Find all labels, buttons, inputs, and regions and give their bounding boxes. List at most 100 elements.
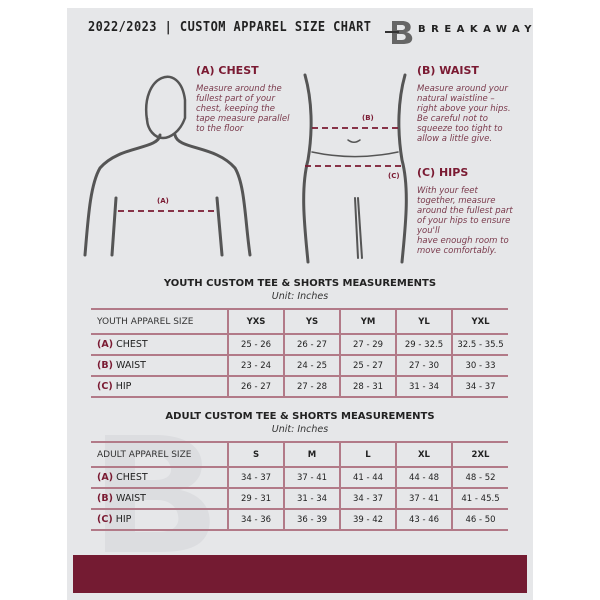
measurement-value: 29 - 31 (227, 487, 284, 510)
table-header-row: YOUTH APPAREL SIZE YXS YS YM YL YXL (91, 308, 508, 335)
measurement-code: (B) (97, 360, 113, 371)
size-label: YXS (227, 308, 284, 335)
measurement-label: (A) CHEST (91, 333, 228, 356)
line: With your feet (417, 186, 478, 196)
measurement-value: 32.5 - 35.5 (451, 333, 508, 356)
hips-heading: (C) HIPS (417, 166, 469, 179)
chest-description: Measure around the fullest part of your ch… (196, 84, 289, 134)
measurement-name: WAIST (115, 493, 146, 504)
measurement-name: HIP (115, 514, 132, 525)
measurement-value: 41 - 44 (339, 466, 396, 489)
line: to the floor (196, 124, 244, 134)
measurement-code: (B) (97, 493, 113, 504)
waist-guide: (B) WAIST Measure around your natural wai… (417, 64, 511, 144)
table-header-row: ADULT APPAREL SIZE S M L XL 2XL (91, 441, 508, 468)
youth-size-table: YOUTH APPAREL SIZE YXS YS YM YL YXL (A) CHEST 2… (91, 308, 508, 398)
measurement-value: 37 - 41 (283, 466, 340, 489)
measurement-value: 41 - 45.5 (451, 487, 508, 510)
line: of your hips to ensure (417, 216, 511, 226)
measurement-value: 27 - 30 (395, 354, 452, 377)
measurement-value: 26 - 27 (227, 375, 284, 398)
table-row: (A) CHEST 34 - 37 37 - 41 41 - 44 44 - 48 48 … (91, 466, 508, 489)
measurement-value: 27 - 28 (283, 375, 340, 398)
measurement-value: 46 - 50 (451, 508, 508, 531)
measurement-value: 25 - 26 (227, 333, 284, 356)
size-label: M (283, 441, 340, 468)
line: move comfortably. (417, 246, 497, 256)
measurement-label: (B) WAIST (91, 354, 228, 377)
youth-table-title: YOUTH CUSTOM TEE & SHORTS MEASUREMENTS (163, 278, 437, 289)
measurement-value: 43 - 46 (395, 508, 452, 531)
measurement-value: 36 - 39 (283, 508, 340, 531)
measurement-value: 25 - 27 (339, 354, 396, 377)
measurement-code: (A) (97, 472, 114, 483)
size-label: YL (395, 308, 452, 335)
table-row: (B) WAIST 29 - 31 31 - 34 34 - 37 37 - 41 41 … (91, 487, 508, 510)
measurement-value: 34 - 37 (227, 466, 284, 489)
measurement-value: 23 - 24 (227, 354, 284, 377)
waist-heading: (B) WAIST (417, 64, 479, 77)
line: Measure around your (417, 84, 508, 94)
chest-marker: (A) (157, 197, 169, 205)
size-header: ADULT APPAREL SIZE (91, 441, 228, 468)
measurement-value: 31 - 34 (283, 487, 340, 510)
line: Measure around the (196, 84, 282, 94)
size-label: YS (283, 308, 340, 335)
table-row: (B) WAIST 23 - 24 24 - 25 25 - 27 27 - 30 30 … (91, 354, 508, 377)
measurement-value: 29 - 32.5 (395, 333, 452, 356)
measurement-label: (C) HIP (91, 375, 228, 398)
line: allow a little give. (417, 134, 493, 144)
size-label: 2XL (451, 441, 508, 468)
chest-guide: (A) CHEST Measure around the fullest part… (196, 64, 289, 134)
measurement-value: 30 - 33 (451, 354, 508, 377)
measurement-value: 28 - 31 (339, 375, 396, 398)
line: squeeze too tight to (417, 124, 503, 134)
line: chest, keeping the (196, 104, 276, 114)
line: you'll (417, 226, 440, 236)
measurement-value: 39 - 42 (339, 508, 396, 531)
table-row: (A) CHEST 25 - 26 26 - 27 27 - 29 29 - 32.5 3… (91, 333, 508, 356)
page-title: 2022/2023 | CUSTOM APPAREL SIZE CHART (88, 20, 372, 35)
chest-heading: (A) CHEST (196, 64, 259, 77)
size-label: L (339, 441, 396, 468)
measurement-code: (A) (97, 339, 114, 350)
waist-description: Measure around your natural waistline – ri… (417, 84, 511, 144)
size-label: YM (339, 308, 396, 335)
line: around the fullest part (417, 206, 513, 216)
line: Be careful not to (417, 114, 488, 124)
measurement-label: (B) WAIST (91, 487, 228, 510)
waist-marker: (B) (362, 114, 374, 122)
hips-marker: (C) (388, 172, 400, 180)
adult-size-table: ADULT APPAREL SIZE S M L XL 2XL (A) CHEST 34 - … (91, 441, 508, 531)
line: together, measure (417, 196, 496, 206)
measurement-value: 31 - 34 (395, 375, 452, 398)
measurement-value: 44 - 48 (395, 466, 452, 489)
size-label: XL (395, 441, 452, 468)
line: fullest part of your (196, 94, 275, 104)
line: tape measure parallel (196, 114, 290, 124)
measurement-value: 26 - 27 (283, 333, 340, 356)
measurement-label: (A) CHEST (91, 466, 228, 489)
measurement-value: 34 - 36 (227, 508, 284, 531)
adult-unit: Unit: Inches (271, 424, 329, 435)
measurement-value: 34 - 37 (339, 487, 396, 510)
measurement-value: 48 - 52 (451, 466, 508, 489)
adult-table-title: ADULT CUSTOM TEE & SHORTS MEASUREMENTS (165, 411, 435, 422)
body-measurement-illustration (83, 73, 408, 264)
size-label: YXL (451, 308, 508, 335)
hips-guide: (C) HIPS With your feet together, measure… (417, 166, 513, 256)
table-row: (C) HIP 26 - 27 27 - 28 28 - 31 31 - 34 34 - … (91, 375, 508, 398)
size-label: S (227, 441, 284, 468)
measurement-name: CHEST (116, 339, 148, 350)
breakaway-logo-icon (385, 21, 413, 44)
line: natural waistline – (417, 94, 495, 104)
measurement-label: (C) HIP (91, 508, 228, 531)
measurement-name: HIP (115, 381, 132, 392)
measurement-value: 34 - 37 (451, 375, 508, 398)
size-header: YOUTH APPAREL SIZE (91, 308, 228, 335)
brand-name: BREAKAWAY (418, 24, 538, 35)
line: right above your hips. (417, 104, 511, 114)
measurement-name: WAIST (115, 360, 146, 371)
measurement-value: 27 - 29 (339, 333, 396, 356)
hips-description: With your feet together, measure around th… (417, 186, 513, 256)
